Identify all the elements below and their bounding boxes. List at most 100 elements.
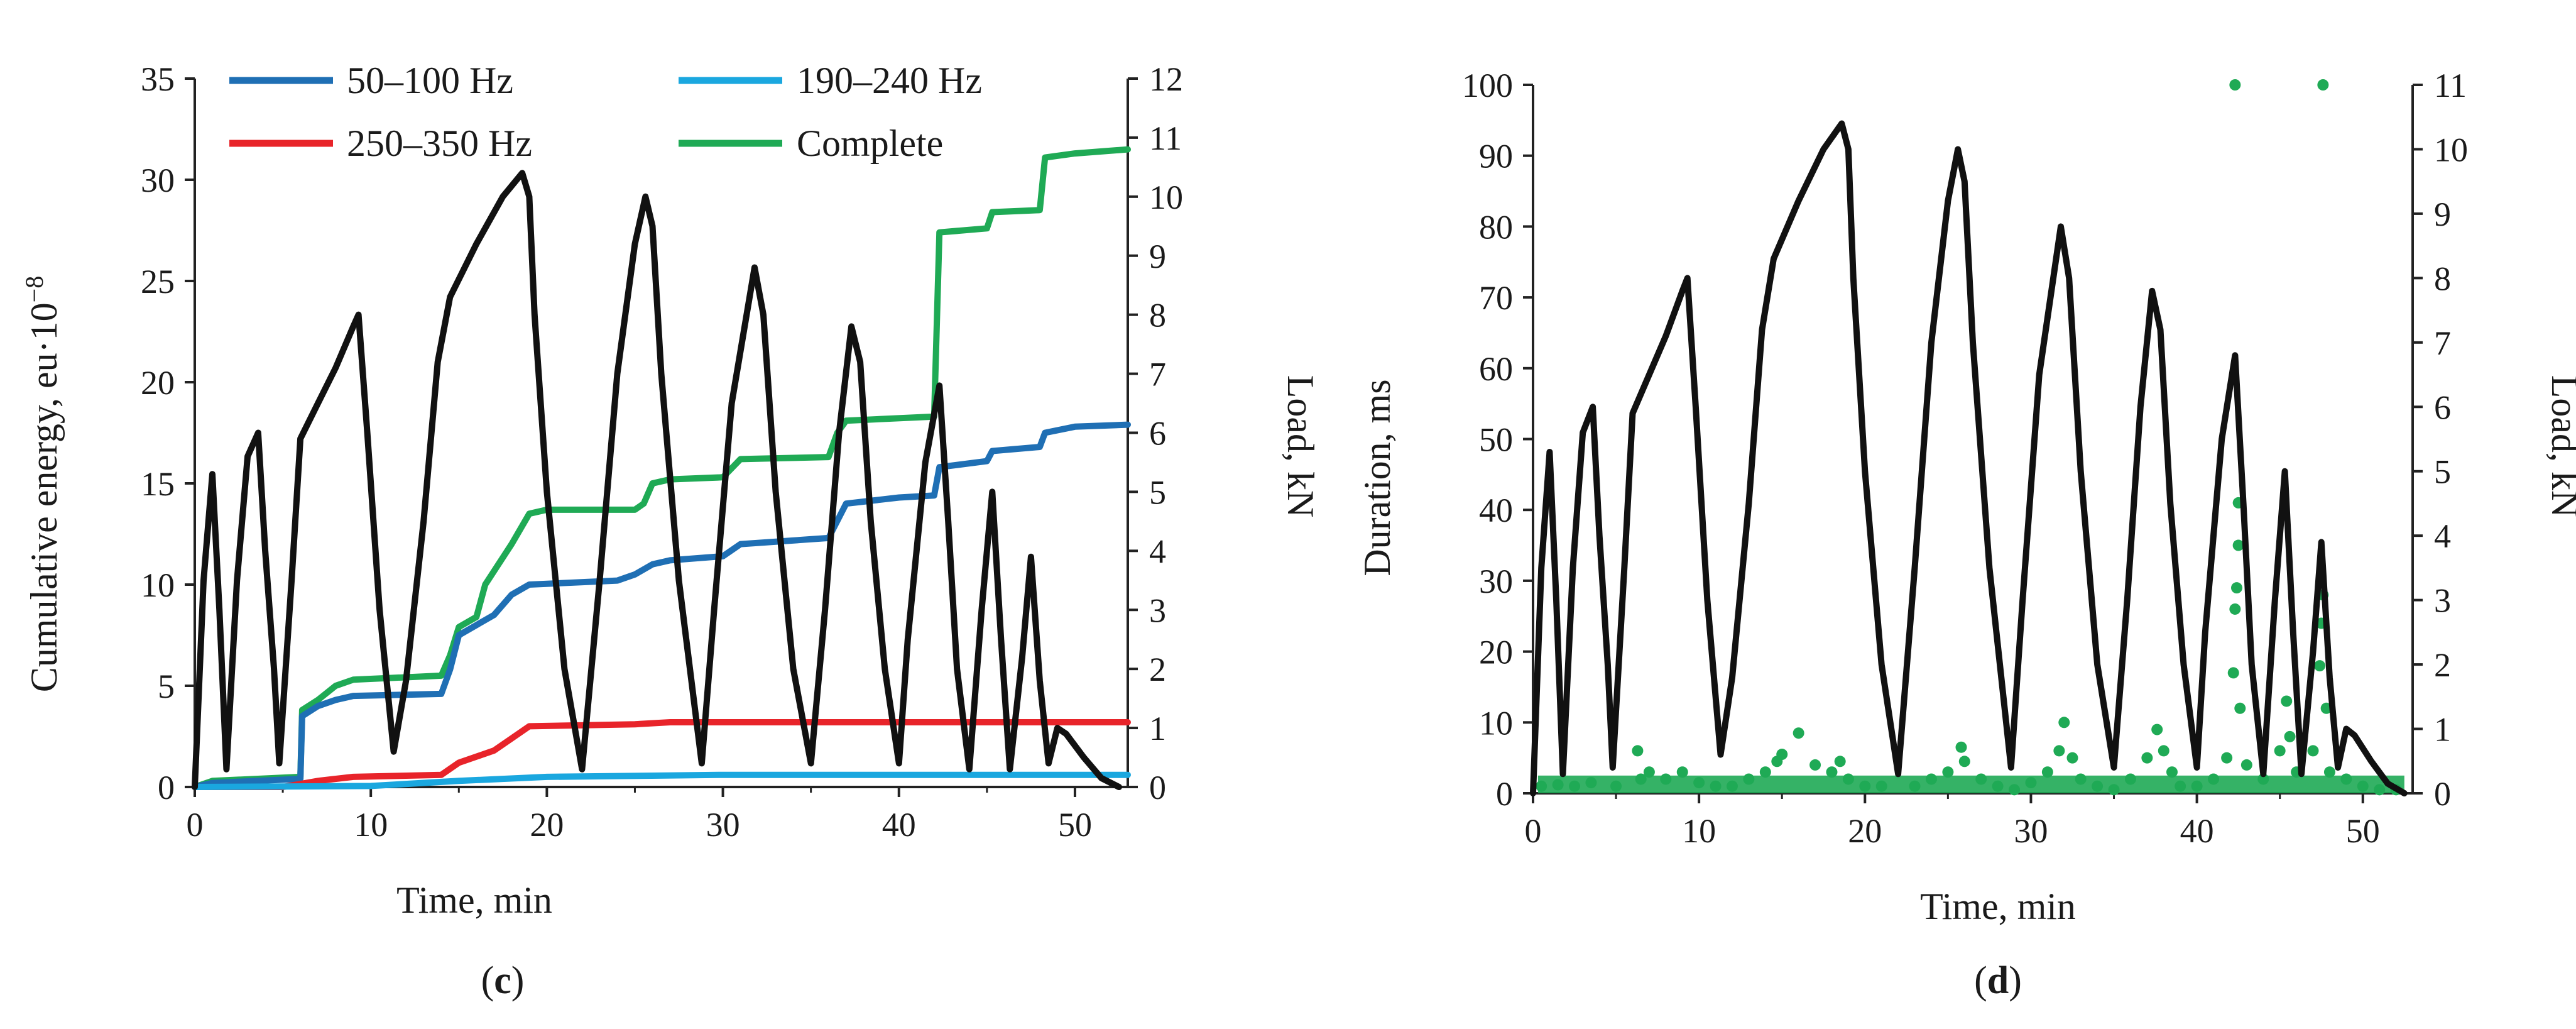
scatter-point bbox=[2240, 759, 2252, 771]
x-tick-label: 0 bbox=[1525, 812, 1542, 850]
y2-tick-label: 8 bbox=[1149, 297, 1166, 334]
scatter-point bbox=[1992, 780, 2004, 792]
scatter-point bbox=[1842, 773, 1854, 785]
scatter-point bbox=[1859, 780, 1871, 792]
x-tick-label: 40 bbox=[882, 806, 916, 844]
series-group bbox=[1530, 79, 2408, 796]
scatter-point bbox=[2092, 780, 2104, 792]
y-tick-label: 5 bbox=[158, 668, 175, 705]
scatter-point bbox=[2357, 780, 2369, 792]
scatter-point bbox=[2231, 582, 2242, 594]
x-tick-label: 40 bbox=[2180, 812, 2214, 850]
scatter-point bbox=[1793, 727, 1804, 739]
scatter-point bbox=[1643, 766, 1655, 778]
scatter-point bbox=[2041, 766, 2053, 778]
panel-label-d: (d) bbox=[1974, 959, 2022, 1002]
scatter-point bbox=[1975, 773, 1987, 785]
scatter-point bbox=[2208, 773, 2220, 785]
legend-label-250-350: 250–350 Hz bbox=[347, 123, 532, 164]
y2-tick-label: 2 bbox=[1149, 651, 1166, 688]
y2-tick-label: 5 bbox=[1149, 473, 1166, 511]
y-tick-label: 0 bbox=[1496, 775, 1513, 813]
y-tick-label: 15 bbox=[141, 465, 175, 503]
legend-label-complete: Complete bbox=[797, 123, 943, 164]
scatter-point bbox=[1676, 766, 1688, 778]
scatter-point bbox=[1536, 780, 1547, 792]
scatter-point bbox=[2025, 777, 2037, 789]
scatter-point bbox=[1925, 773, 1937, 785]
x-tick-label: 30 bbox=[706, 806, 740, 844]
scatter-point bbox=[2053, 745, 2065, 757]
scatter-point bbox=[2234, 702, 2246, 714]
scatter-point bbox=[1958, 756, 1970, 768]
y2-tick-label: 9 bbox=[1149, 238, 1166, 275]
x-axis: 0 10 20 30 40 50 bbox=[187, 786, 1128, 844]
scatter-point bbox=[2151, 724, 2163, 735]
y2-tick-label: 1 bbox=[2434, 711, 2451, 749]
scatter-point bbox=[1776, 749, 1788, 761]
scatter-point bbox=[2124, 773, 2136, 785]
scatter-point bbox=[1610, 780, 1622, 792]
series-group bbox=[192, 146, 1131, 790]
y-tick-label: 10 bbox=[1479, 704, 1513, 742]
scatter-point bbox=[2227, 667, 2239, 679]
scatter-point bbox=[2340, 773, 2352, 785]
scatter-point bbox=[2281, 695, 2293, 707]
y2-tick-label: 1 bbox=[1149, 710, 1166, 747]
scatter-point bbox=[1942, 766, 1954, 778]
y2-tick-label: 9 bbox=[2434, 195, 2451, 233]
x-axis: 0 10 20 30 40 50 bbox=[1525, 792, 2413, 850]
scatter-point bbox=[2307, 745, 2319, 757]
y-tick-label: 70 bbox=[1479, 279, 1513, 317]
scatter-point bbox=[2317, 79, 2329, 91]
y2-tick-label: 6 bbox=[1149, 415, 1166, 453]
y2-tick-label: 7 bbox=[2434, 324, 2451, 362]
scatter-point bbox=[1693, 777, 1705, 789]
y2-tick-label: 7 bbox=[1149, 356, 1166, 393]
x-axis-title: Time, min bbox=[1920, 886, 2076, 927]
y2-tick-label: 11 bbox=[2434, 67, 2467, 104]
scatter-point bbox=[1585, 777, 1597, 789]
scatter-point bbox=[2314, 660, 2326, 672]
scatter-point bbox=[2075, 773, 2087, 785]
y-tick-label: 50 bbox=[1479, 421, 1513, 459]
y-tick-label: 35 bbox=[141, 60, 175, 98]
y2-axis-title: Load, kN bbox=[1280, 375, 1321, 518]
series-duration bbox=[1536, 79, 2404, 796]
y2-tick-label: 11 bbox=[1149, 119, 1182, 157]
y-axis-left: 0 10 20 30 40 50 60 70 80 90 100 bbox=[1462, 67, 1534, 813]
scatter-point bbox=[2257, 773, 2269, 785]
scatter-point bbox=[2175, 780, 2186, 792]
panel-label-c: (c) bbox=[481, 959, 525, 1002]
scatter-point bbox=[1759, 766, 1771, 778]
scatter-point bbox=[2284, 730, 2296, 742]
series-line-250-350-hz bbox=[192, 719, 1131, 790]
scatter-point bbox=[2158, 745, 2169, 757]
scatter-point bbox=[2066, 752, 2078, 764]
series-line-50-100-hz bbox=[192, 421, 1131, 790]
scatter-point bbox=[2141, 752, 2153, 764]
y-tick-label: 40 bbox=[1479, 492, 1513, 529]
scatter-point bbox=[1826, 766, 1838, 778]
y2-tick-label: 12 bbox=[1149, 60, 1183, 98]
y-tick-label: 30 bbox=[141, 162, 175, 199]
legend-label-50-100: 50–100 Hz bbox=[347, 60, 513, 101]
y2-tick-label: 0 bbox=[1149, 769, 1166, 806]
scatter-point bbox=[1909, 780, 1921, 792]
y-axis-title: Duration, ms bbox=[1356, 379, 1398, 576]
y-tick-label: 100 bbox=[1462, 67, 1513, 104]
scatter-point bbox=[1875, 780, 1887, 792]
y-tick-label: 25 bbox=[141, 263, 175, 300]
y-tick-label: 10 bbox=[141, 566, 175, 604]
scatter-point bbox=[2229, 79, 2241, 91]
scatter-point bbox=[1726, 780, 1738, 792]
y2-tick-label: 10 bbox=[1149, 179, 1183, 216]
scatter-point bbox=[1809, 759, 1821, 771]
x-tick-label: 30 bbox=[2014, 812, 2048, 850]
y2-tick-label: 0 bbox=[2434, 775, 2451, 813]
y2-tick-label: 4 bbox=[1149, 532, 1166, 570]
y-tick-label: 0 bbox=[158, 769, 175, 806]
y-axis-title: Cumulative energy, eu·10−8 bbox=[20, 276, 65, 692]
